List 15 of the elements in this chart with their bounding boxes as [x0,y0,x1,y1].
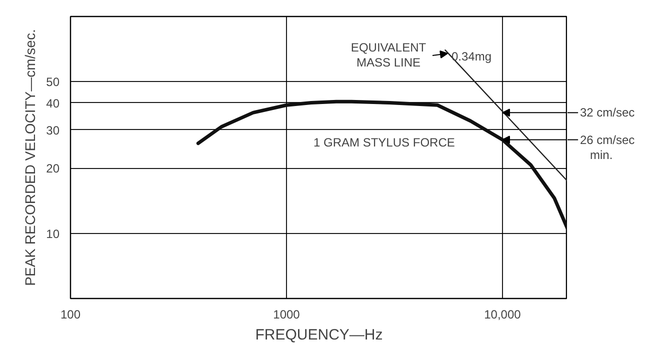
annotation: 26 cm/sec min. [580,132,635,162]
y-tick-label: 30 [46,123,60,138]
x-axis-title: FREQUENCY—Hz [255,326,383,344]
y-tick-label: 40 [46,96,60,110]
annotation: 1 GRAM STYLUS FORCE [314,136,455,150]
y-tick-label: 20 [46,162,60,176]
annotation: EQUIVALENT MASS LINE [350,40,427,70]
y-tick-label: 50 [46,75,60,90]
annotation: 32 cm/sec [580,106,635,120]
y-tick-label: 10 [46,226,60,241]
x-tick-label: 100 [60,308,81,322]
annotation: 0.34mg [452,50,492,64]
x-tick-label: 1000 [273,308,300,322]
x-tick-label: 10,000 [484,308,522,322]
y-axis-title: PEAK RECORDED VELOCITY—cm/sec. [22,29,38,286]
